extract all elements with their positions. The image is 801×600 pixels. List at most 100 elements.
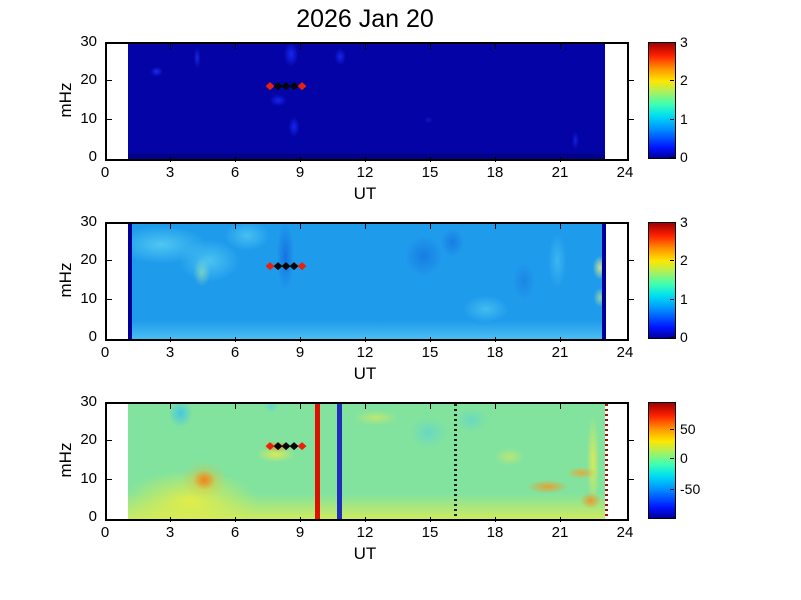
event-line: [314, 404, 320, 519]
y-tick-label: 20: [80, 251, 97, 269]
x-tick-mark-top: [560, 404, 561, 409]
event-line: [337, 404, 343, 519]
colorbar-tick-label: 3: [680, 34, 688, 50]
colorbar-middle: [648, 222, 676, 339]
colorbar-tick-mark: [670, 337, 674, 338]
y-tick-label: 0: [88, 508, 97, 525]
heatmap-image-bottom: [128, 404, 605, 519]
x-tick-mark-bottom: [495, 337, 496, 342]
event-markers: [265, 262, 307, 271]
x-tick-mark-top: [235, 224, 236, 229]
y-tick-label: 30: [80, 393, 97, 410]
y-tick-label: 10: [80, 289, 97, 307]
x-tick-label: 6: [230, 344, 240, 361]
x-tick-label: 9: [295, 524, 305, 541]
x-tick-mark-bottom: [235, 337, 236, 342]
x-tick-mark-bottom: [560, 337, 561, 342]
colorbar-tick-mark: [670, 260, 674, 262]
x-tick-mark-bottom: [170, 517, 171, 522]
x-tick-mark-top: [430, 224, 431, 229]
colorbar-tick-mark: [670, 488, 674, 490]
y-tick-mark-left: [107, 478, 112, 480]
y-tick-mark-right: [629, 118, 634, 120]
x-tick-mark-bottom: [170, 157, 171, 162]
x-tick-mark-top: [365, 44, 366, 49]
x-tick-mark-top: [365, 224, 366, 229]
plot-area-middle[interactable]: [105, 222, 629, 341]
x-tick-label: 15: [421, 164, 439, 181]
x-tick-label: 18: [486, 524, 504, 541]
x-tick-mark-top: [300, 404, 301, 409]
colorbar-tick-label: -50: [680, 480, 701, 497]
x-tick-mark-bottom: [365, 157, 366, 162]
y-tick-mark-right: [629, 80, 634, 82]
red-diamond-marker: [265, 442, 275, 451]
x-tick-mark-top: [235, 44, 236, 49]
x-tick-mark-top: [300, 224, 301, 229]
black-diamond-marker: [273, 442, 283, 451]
heatmap-image-middle: [128, 224, 605, 339]
x-tick-mark-bottom: [430, 157, 431, 162]
colorbar-tick-mark: [670, 429, 674, 431]
colorbar-tick-mark: [670, 118, 674, 120]
colorbar-tick-label: 0: [680, 149, 688, 165]
x-tick-mark-bottom: [430, 517, 431, 522]
red-diamond-marker: [265, 262, 275, 271]
y-tick-label: 0: [88, 148, 97, 165]
x-tick-label: 3: [165, 164, 175, 181]
x-tick-label: 15: [421, 524, 439, 541]
x-tick-label: 12: [356, 524, 374, 541]
y-tick-label: 10: [80, 109, 97, 127]
y-tick-label: 20: [80, 71, 97, 89]
black-diamond-marker: [273, 82, 283, 91]
black-diamond-marker: [289, 82, 299, 91]
colorbar-tick-mark: [670, 222, 674, 223]
colorbar-gradient-bottom: [649, 403, 675, 518]
x-tick-label: 15: [421, 344, 439, 361]
colorbar-tick-label: 50: [680, 421, 696, 438]
x-tick-mark-top: [495, 404, 496, 409]
x-tick-mark-bottom: [235, 517, 236, 522]
plot-area-bottom[interactable]: [105, 402, 629, 521]
x-tick-mark-bottom: [235, 157, 236, 162]
colorbar-tick-label: 3: [680, 214, 688, 230]
black-diamond-marker: [273, 262, 283, 271]
y-tick-label: 30: [80, 213, 97, 230]
colorbar-gradient-top: [649, 43, 675, 158]
event-markers: [265, 442, 307, 451]
x-tick-label: 0: [100, 524, 110, 541]
x-tick-mark-top: [300, 44, 301, 49]
x-tick-mark-bottom: [560, 517, 561, 522]
x-axis-label: UT: [353, 544, 377, 563]
y-tick-mark-right: [629, 298, 634, 300]
x-tick-label: 21: [551, 344, 569, 361]
x-tick-label: 3: [165, 344, 175, 361]
colorbar-tick-mark: [670, 80, 674, 82]
event-line: [601, 224, 606, 339]
x-tick-mark-bottom: [300, 517, 301, 522]
x-tick-mark-top: [170, 404, 171, 409]
x-tick-mark-bottom: [430, 337, 431, 342]
x-tick-mark-top: [560, 224, 561, 229]
y-tick-mark-left: [107, 440, 112, 442]
x-tick-label: 12: [356, 164, 374, 181]
y-tick-mark-left: [107, 118, 112, 120]
x-tick-label: 21: [551, 524, 569, 541]
red-diamond-marker: [265, 82, 275, 91]
x-tick-mark-bottom: [495, 517, 496, 522]
colorbar-tick-label: 2: [680, 252, 688, 269]
x-tick-label: 18: [486, 164, 504, 181]
y-tick-label: 10: [80, 469, 97, 487]
x-tick-mark-top: [170, 44, 171, 49]
y-tick-label: 30: [80, 33, 97, 50]
x-tick-mark-top: [495, 44, 496, 49]
x-tick-label: 0: [100, 164, 110, 181]
colorbar-bottom: [648, 402, 676, 519]
x-tick-mark-top: [365, 404, 366, 409]
x-tick-label: 12: [356, 344, 374, 361]
plot-area-top[interactable]: [105, 42, 629, 161]
colorbar-gradient-middle: [649, 223, 675, 338]
x-tick-label: 21: [551, 164, 569, 181]
x-tick-mark-top: [235, 404, 236, 409]
red-diamond-marker: [297, 82, 307, 91]
